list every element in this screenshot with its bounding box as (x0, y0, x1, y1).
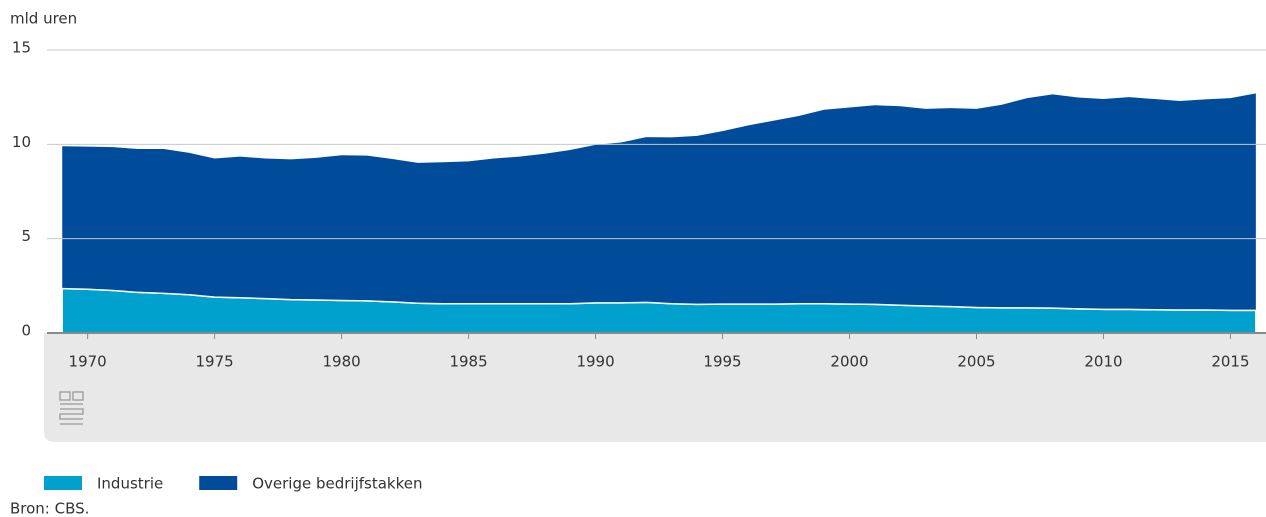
y-tick-label: 0 (21, 322, 31, 340)
logo (59, 391, 84, 425)
legend-label: Overige bedrijfstakken (252, 475, 422, 493)
legend-swatch (44, 476, 82, 490)
legend-swatch (199, 476, 238, 490)
x-tick-label: 1980 (322, 353, 360, 371)
y-tick-label: 5 (21, 227, 31, 245)
x-tick-label: 2000 (830, 353, 868, 371)
source: Bron: CBS. (10, 500, 89, 517)
y-tick-label: 10 (12, 133, 31, 151)
axis-label: mld uren (10, 10, 77, 28)
x-tick-label: 2010 (1084, 353, 1122, 371)
x-tick-label: 1970 (69, 353, 107, 371)
y-tick-label: 15 (12, 39, 31, 57)
series-boundary (62, 287, 1256, 312)
x-tick-label: 1990 (576, 353, 614, 371)
axis-panel (44, 333, 1266, 442)
x-tick-label: 2005 (957, 353, 995, 371)
x-tick-label: 1975 (196, 353, 234, 371)
x-tick-label: 1995 (703, 353, 741, 371)
x-tick-label: 2015 (1211, 353, 1249, 371)
x-tick-label: 1985 (449, 353, 487, 371)
area (62, 93, 1256, 311)
legend-label: Industrie (97, 475, 163, 493)
